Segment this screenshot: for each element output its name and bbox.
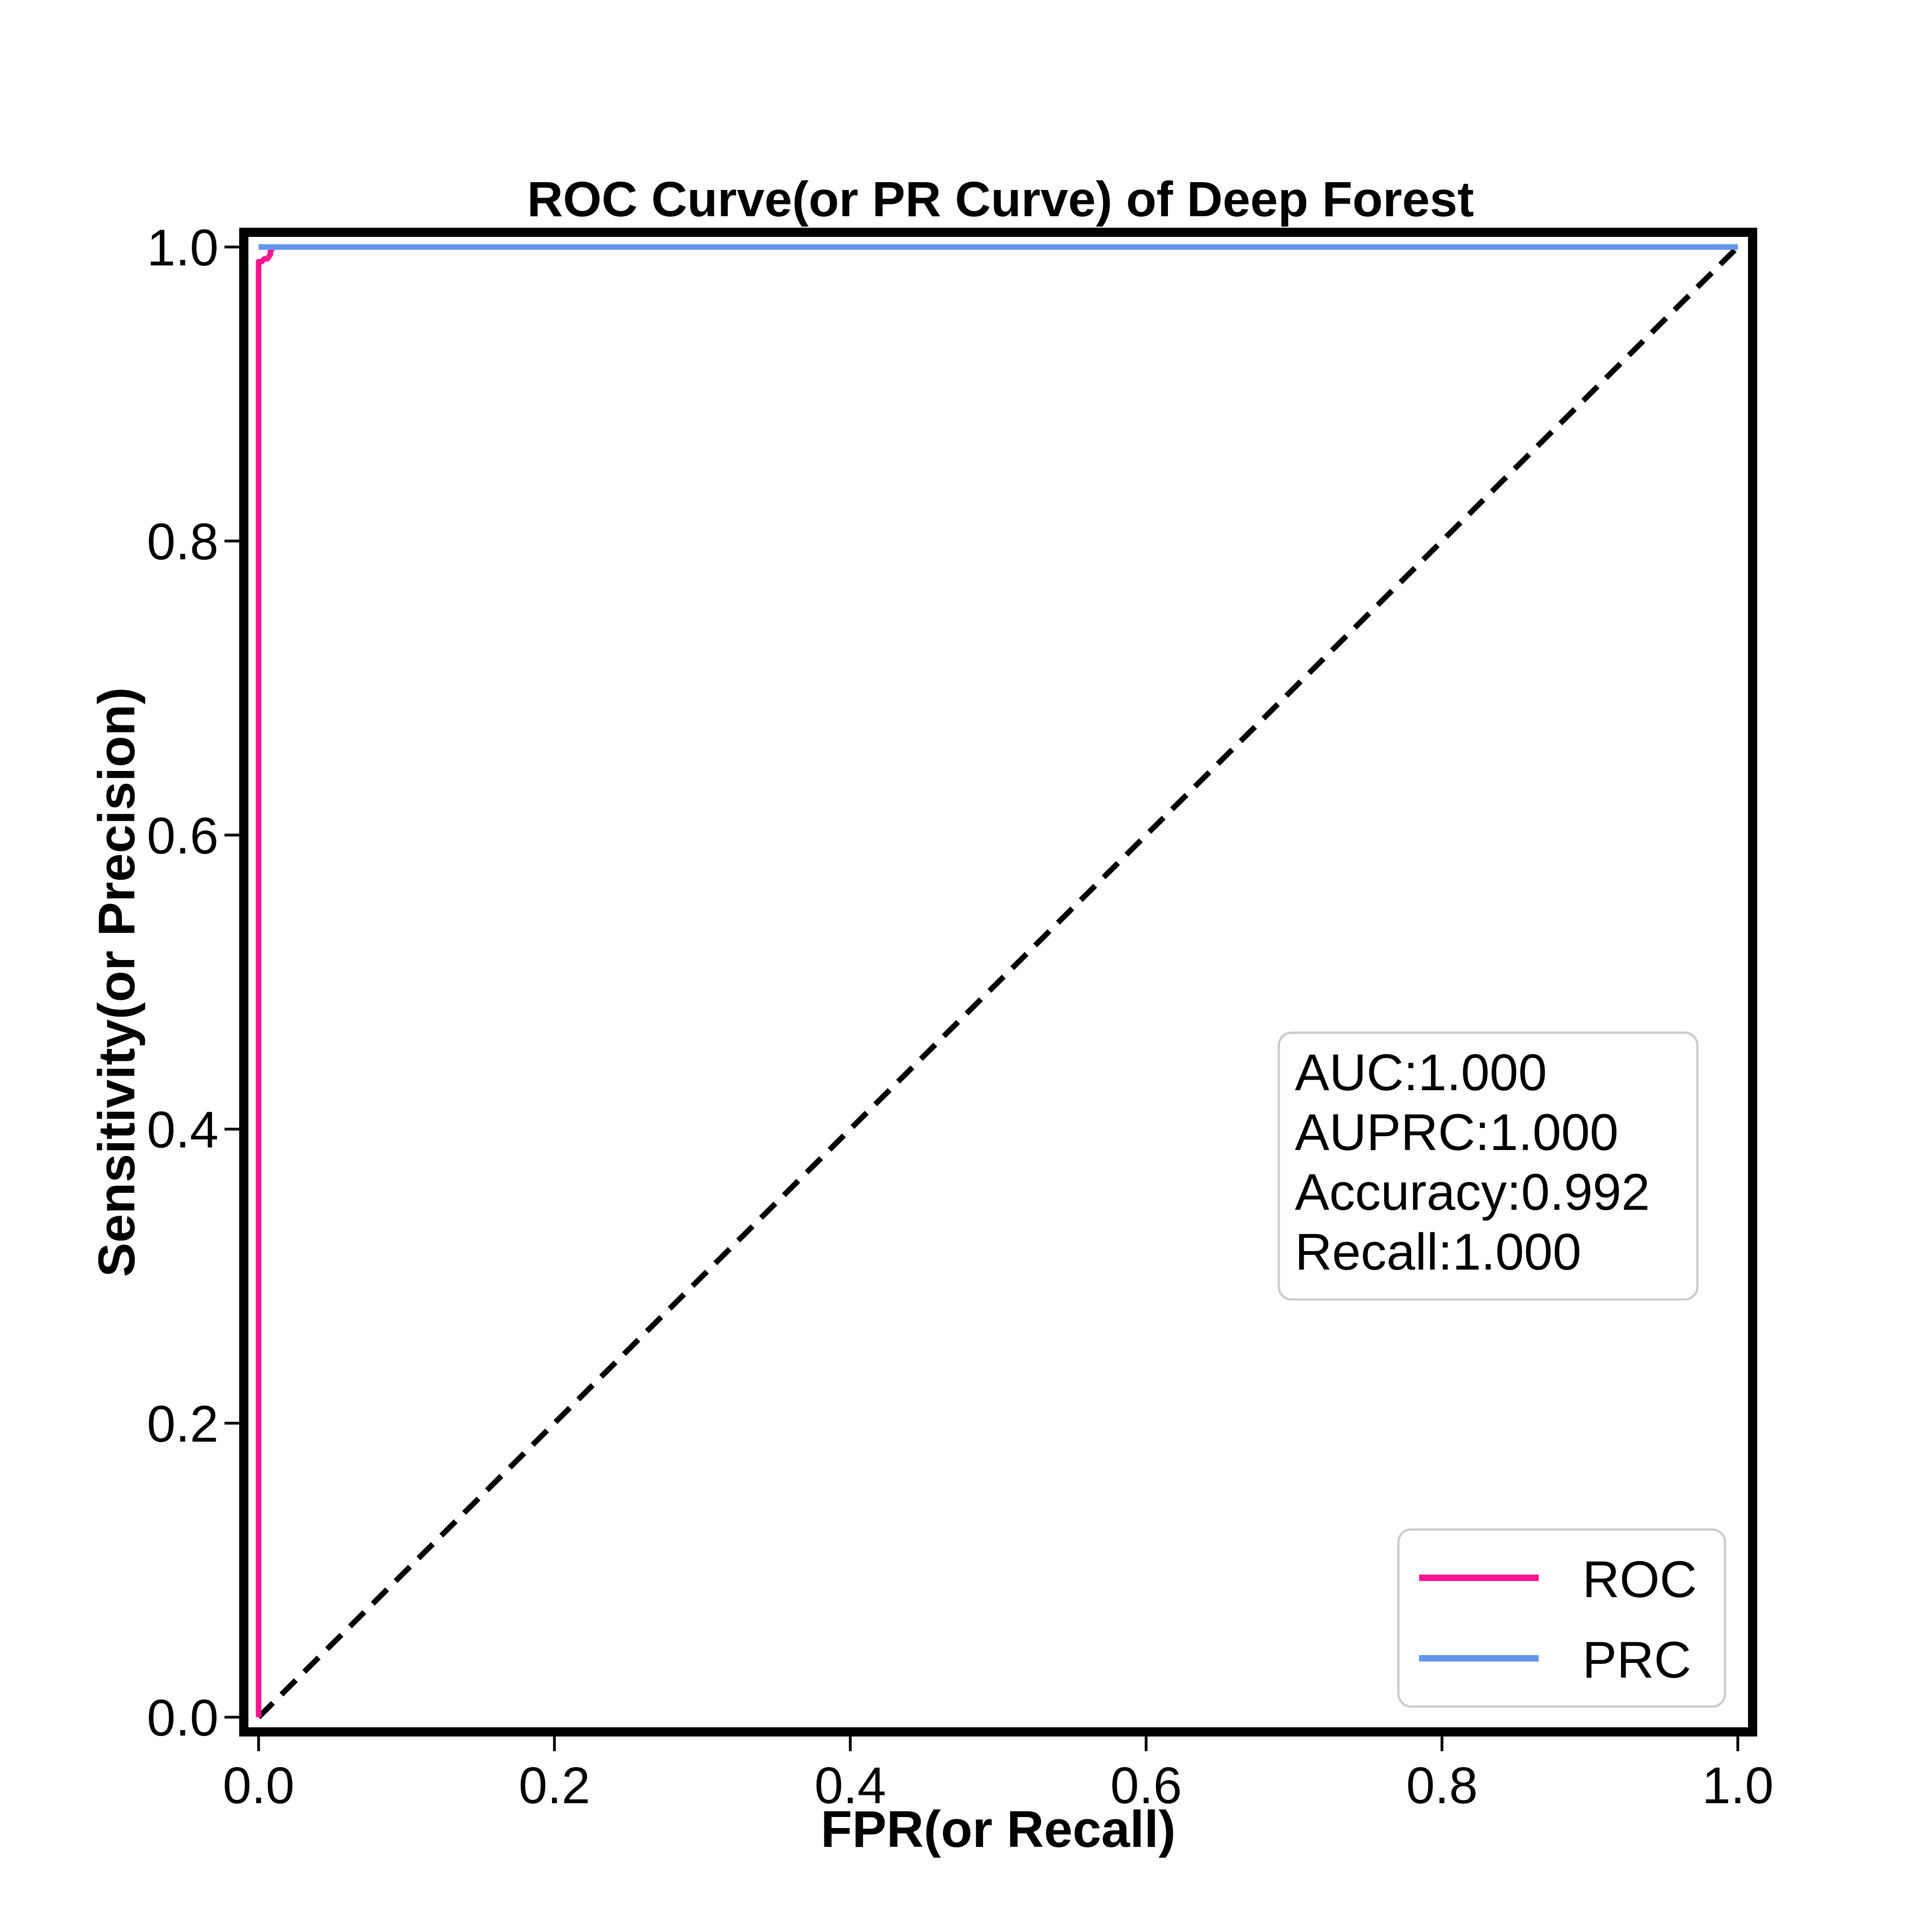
- x-axis: 0.0 0.2 0.4 0.6 0.8 1.0: [223, 1736, 1774, 1814]
- y-tick-label: 0.4: [147, 1101, 218, 1159]
- stats-recall: Recall:1.000: [1295, 1223, 1581, 1281]
- y-tick-label: 0.8: [147, 513, 218, 570]
- legend-label-prc: PRC: [1582, 1631, 1691, 1689]
- y-tick-label: 1.0: [147, 219, 218, 276]
- x-tick-label: 0.4: [815, 1757, 886, 1814]
- x-tick-label: 0.8: [1406, 1757, 1478, 1814]
- stats-auc: AUC:1.000: [1295, 1044, 1547, 1101]
- plot-area: [239, 228, 1757, 1736]
- x-tick-label: 0.2: [518, 1757, 590, 1814]
- axes-frame: [239, 228, 1757, 1736]
- stats-box: AUC:1.000 AUPRC:1.000 Accuracy:0.992 Rec…: [1277, 1031, 1699, 1301]
- y-tick-label: 0.2: [147, 1395, 218, 1453]
- x-tick-label: 0.0: [223, 1757, 294, 1814]
- y-axis-label: Sensitivity(or Precision): [88, 687, 145, 1277]
- y-axis: 0.0 0.2 0.4 0.6 0.8 1.0: [147, 219, 239, 1747]
- x-axis-label: FPR(or Recall): [821, 1800, 1176, 1858]
- legend-label-roc: ROC: [1582, 1551, 1697, 1608]
- chart-title: ROC Curve(or PR Curve) of Deep Forest: [527, 171, 1474, 227]
- y-tick-label: 0.0: [147, 1689, 218, 1747]
- legend: ROC PRC: [1397, 1528, 1726, 1708]
- stats-auprc: AUPRC:1.000: [1295, 1104, 1618, 1161]
- reference-diagonal-line: [256, 245, 1740, 1719]
- stats-accuracy: Accuracy:0.992: [1295, 1163, 1650, 1221]
- x-tick-label: 1.0: [1702, 1757, 1774, 1814]
- x-tick-label: 0.6: [1110, 1757, 1182, 1814]
- y-tick-label: 0.6: [147, 807, 218, 864]
